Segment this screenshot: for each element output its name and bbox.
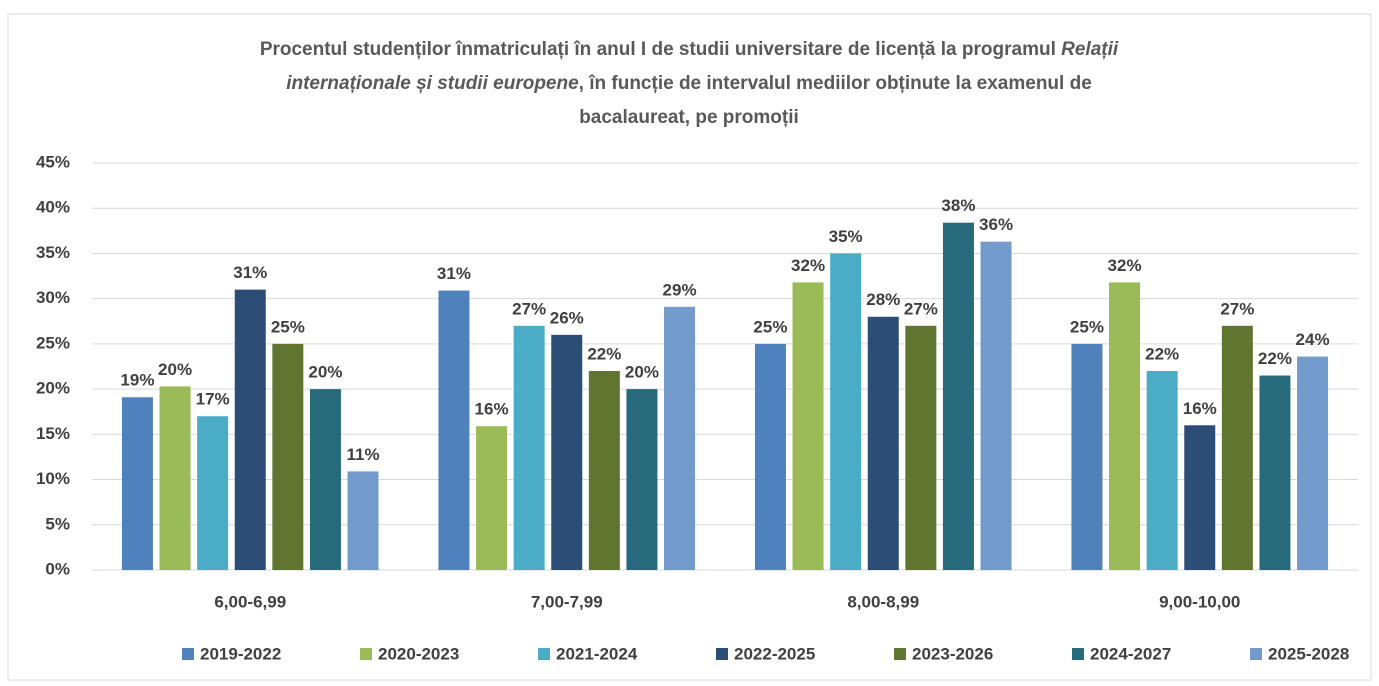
chart-title: bacalaureat, pe promoții <box>579 107 799 128</box>
data-label: 16% <box>475 400 509 419</box>
data-label: 38% <box>941 196 975 215</box>
bar <box>626 389 658 570</box>
legend-label: 2024-2027 <box>1090 644 1171 663</box>
y-tick-label: 30% <box>36 288 70 307</box>
legend-swatch <box>1072 648 1084 660</box>
bar <box>234 289 266 570</box>
x-tick-label: 9,00-10,00 <box>1159 592 1240 611</box>
bar <box>1259 375 1291 570</box>
data-label: 17% <box>196 390 230 409</box>
title-run: Relații <box>1061 39 1119 60</box>
bar <box>197 416 229 570</box>
bar <box>867 316 899 570</box>
data-label: 27% <box>512 299 546 318</box>
bar <box>1146 371 1178 570</box>
legend-label: 2021-2024 <box>556 644 638 663</box>
bar <box>1184 425 1216 570</box>
legend-label: 2020-2023 <box>378 644 459 663</box>
bar <box>309 389 341 570</box>
x-tick-label: 7,00-7,99 <box>531 592 603 611</box>
bar <box>1109 282 1141 570</box>
data-label: 11% <box>347 445 380 464</box>
legend-swatch <box>182 648 194 660</box>
data-label: 25% <box>1070 317 1104 336</box>
bar <box>980 241 1012 571</box>
data-label: 27% <box>904 299 938 318</box>
x-tick-label: 6,00-6,99 <box>214 592 286 611</box>
x-tick-label: 8,00-8,99 <box>847 592 919 611</box>
y-tick-label: 5% <box>45 514 70 533</box>
data-label: 22% <box>587 345 621 364</box>
bar <box>588 371 620 570</box>
data-label: 27% <box>1220 299 1254 318</box>
legend-swatch <box>716 648 728 660</box>
data-label: 36% <box>979 215 1013 234</box>
data-label: 19% <box>120 371 154 390</box>
data-label: 20% <box>625 363 659 382</box>
bar <box>1071 343 1103 570</box>
data-label: 29% <box>663 280 697 299</box>
legend-label: 2025-2028 <box>1268 644 1349 663</box>
bar <box>476 426 508 570</box>
bar <box>159 386 191 570</box>
legend-swatch <box>894 648 906 660</box>
bar <box>905 325 937 570</box>
bar <box>551 334 583 570</box>
y-tick-label: 25% <box>36 333 70 352</box>
data-label: 31% <box>233 263 267 282</box>
y-tick-label: 10% <box>36 469 70 488</box>
title-run: internaționale și studii europene <box>286 73 579 94</box>
y-tick-label: 15% <box>36 424 70 443</box>
chart-title: internaționale și studii europene, în fu… <box>286 73 1092 94</box>
legend-label: 2019-2022 <box>200 644 281 663</box>
title-run: Procentul studenților înmatriculați în a… <box>260 39 1061 60</box>
title-run: , în funcție de intervalul mediilor obți… <box>579 73 1092 94</box>
legend-label: 2023-2026 <box>912 644 993 663</box>
data-label: 31% <box>437 264 471 283</box>
bar <box>942 222 974 570</box>
bar <box>754 343 786 570</box>
data-label: 22% <box>1145 345 1179 364</box>
title-run: bacalaureat, pe promoții <box>579 107 799 128</box>
y-tick-label: 45% <box>36 152 70 171</box>
data-label: 28% <box>866 290 900 309</box>
data-label: 24% <box>1296 330 1330 349</box>
legend-swatch <box>1250 648 1262 660</box>
y-tick-label: 35% <box>36 243 70 262</box>
data-label: 32% <box>791 256 825 275</box>
y-tick-label: 20% <box>36 379 70 398</box>
data-label: 25% <box>753 317 787 336</box>
legend-swatch <box>538 648 550 660</box>
bar <box>1221 325 1253 570</box>
bar <box>830 253 862 570</box>
data-label: 25% <box>271 317 305 336</box>
y-tick-label: 40% <box>36 198 70 217</box>
bar <box>513 325 545 570</box>
data-label: 26% <box>550 308 584 327</box>
bar <box>664 306 696 570</box>
data-label: 22% <box>1258 349 1292 368</box>
legend-label: 2022-2025 <box>734 644 815 663</box>
bar <box>347 471 379 570</box>
data-label: 16% <box>1183 399 1217 418</box>
data-label: 20% <box>308 363 342 382</box>
bar <box>792 282 824 570</box>
bar <box>1297 356 1329 570</box>
chart-title: Procentul studenților înmatriculați în a… <box>260 39 1119 60</box>
bar <box>121 397 153 570</box>
data-label: 32% <box>1108 256 1142 275</box>
bar <box>438 290 470 570</box>
data-label: 20% <box>158 360 192 379</box>
y-tick-label: 0% <box>45 559 70 578</box>
legend-swatch <box>360 648 372 660</box>
data-label: 35% <box>829 227 863 246</box>
bar <box>272 343 304 570</box>
